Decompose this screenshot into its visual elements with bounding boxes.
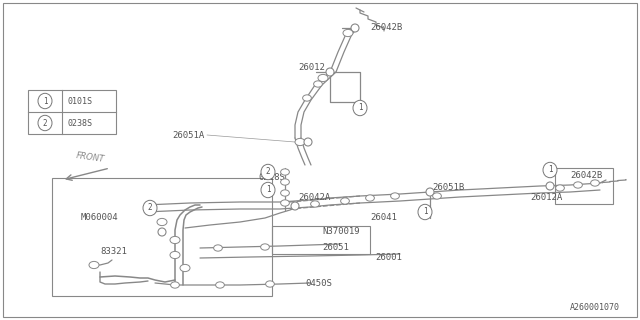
Ellipse shape <box>89 261 99 268</box>
Ellipse shape <box>340 198 349 204</box>
Text: 26042A: 26042A <box>298 194 330 203</box>
Text: 26051: 26051 <box>322 244 349 252</box>
Ellipse shape <box>280 169 289 175</box>
Text: 1: 1 <box>266 186 270 195</box>
Text: 2: 2 <box>266 167 270 177</box>
Ellipse shape <box>556 185 564 191</box>
Bar <box>52 178 272 296</box>
Ellipse shape <box>343 29 353 36</box>
Text: 1: 1 <box>43 97 47 106</box>
Ellipse shape <box>390 193 399 199</box>
Ellipse shape <box>314 81 323 87</box>
Text: 1: 1 <box>358 103 362 113</box>
Text: 26012A: 26012A <box>530 194 563 203</box>
Ellipse shape <box>543 162 557 178</box>
Ellipse shape <box>171 282 179 288</box>
Ellipse shape <box>260 244 269 250</box>
Text: 83321: 83321 <box>100 247 127 257</box>
Ellipse shape <box>353 100 367 116</box>
Bar <box>28 90 116 134</box>
Circle shape <box>546 182 554 190</box>
Ellipse shape <box>266 281 275 287</box>
Ellipse shape <box>365 195 374 201</box>
Ellipse shape <box>310 201 319 207</box>
Text: 1: 1 <box>548 165 552 174</box>
Ellipse shape <box>318 74 328 82</box>
Text: 26042B: 26042B <box>570 171 602 180</box>
Ellipse shape <box>573 182 582 188</box>
Text: M060004: M060004 <box>81 213 118 222</box>
Circle shape <box>326 68 334 76</box>
Ellipse shape <box>170 236 180 244</box>
Circle shape <box>291 202 299 210</box>
Ellipse shape <box>303 95 312 101</box>
Ellipse shape <box>38 115 52 131</box>
Text: A260001070: A260001070 <box>570 303 620 313</box>
Ellipse shape <box>261 164 275 180</box>
Text: 26051B: 26051B <box>432 183 464 193</box>
Bar <box>272 226 370 254</box>
Ellipse shape <box>280 190 289 196</box>
Ellipse shape <box>38 93 52 109</box>
Text: 26042B: 26042B <box>370 23 403 33</box>
Text: 26012: 26012 <box>298 63 325 73</box>
Circle shape <box>426 188 434 196</box>
Ellipse shape <box>418 204 432 220</box>
Circle shape <box>304 138 312 146</box>
Text: 2: 2 <box>43 118 47 127</box>
Ellipse shape <box>280 200 289 206</box>
Ellipse shape <box>180 264 190 272</box>
Ellipse shape <box>433 193 442 199</box>
Ellipse shape <box>170 252 180 259</box>
Text: 0218S: 0218S <box>258 173 285 182</box>
Ellipse shape <box>216 282 225 288</box>
Ellipse shape <box>143 200 157 216</box>
Bar <box>555 168 613 204</box>
Text: 0101S: 0101S <box>68 97 93 106</box>
Text: N370019: N370019 <box>322 228 360 236</box>
Text: 26051A: 26051A <box>173 131 205 140</box>
Ellipse shape <box>295 138 305 146</box>
Text: FRONT: FRONT <box>75 151 105 164</box>
Ellipse shape <box>280 179 289 185</box>
Ellipse shape <box>591 180 600 186</box>
Text: 2: 2 <box>148 204 152 212</box>
Text: 26041: 26041 <box>370 213 397 222</box>
Text: 1: 1 <box>422 207 428 217</box>
Circle shape <box>158 228 166 236</box>
Ellipse shape <box>214 245 222 251</box>
Ellipse shape <box>261 182 275 198</box>
Ellipse shape <box>157 218 167 226</box>
Text: 0238S: 0238S <box>68 118 93 127</box>
Circle shape <box>351 24 359 32</box>
Text: 0450S: 0450S <box>305 278 332 287</box>
Text: 26001: 26001 <box>375 253 402 262</box>
